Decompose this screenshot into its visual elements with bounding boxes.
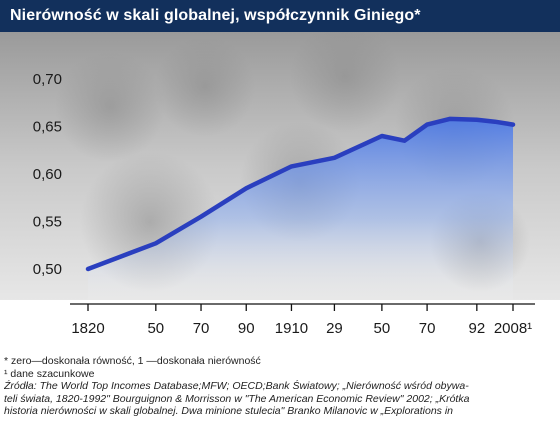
x-tick-label: 1820 [71, 320, 104, 337]
chart-title: Nierówność w skali globalnej, współczynn… [10, 7, 421, 24]
sources-line-2: teli świata, 1820-1992" Bourguignon & Mo… [4, 392, 470, 405]
x-tick-label: 90 [238, 320, 255, 337]
x-tick-label: 70 [419, 320, 436, 337]
y-tick-label: 0,70 [33, 71, 62, 88]
chart-area: 0,50 0,55 0,60 0,65 0,70 1820 50 70 90 1910 29 50 70… [0, 32, 560, 352]
x-tick-label: 70 [193, 320, 210, 337]
axis-band [0, 300, 560, 352]
background-shade [290, 32, 400, 132]
note-gini-definition: * zero—doskonała równość, 1 —doskonała n… [4, 355, 261, 367]
gini-line [85, 116, 516, 272]
note-estimated-data: ¹ dane szacunkowe [4, 367, 95, 380]
x-tick-label: 2008¹ [494, 320, 532, 337]
y-tick-label: 0,50 [33, 261, 62, 278]
gini-area [88, 118, 513, 301]
x-tick-label: 1910 [275, 320, 308, 337]
y-tick-label: 0,60 [33, 166, 62, 183]
x-tick-label: 50 [374, 320, 391, 337]
background-shade [155, 37, 255, 137]
y-tick-label: 0,55 [33, 214, 62, 231]
x-tick-label: 92 [468, 320, 485, 337]
background-shade [55, 52, 165, 162]
sources-line-3: historia nierówności w skali globalnej. … [4, 405, 454, 417]
sources-line-1: Źródła: The World Top Incomes Database;M… [4, 380, 469, 392]
chart-title-bar: Nierówność w skali globalnej, współczynn… [0, 0, 560, 32]
x-tick-label: 50 [147, 320, 164, 337]
x-tick-label: 29 [326, 320, 343, 337]
chart-notes: * zero—doskonała równość, 1 —doskonała n… [4, 355, 556, 418]
y-tick-label: 0,65 [33, 119, 62, 136]
gini-chart: 0,50 0,55 0,60 0,65 0,70 1820 50 70 90 1910 29 50 70… [0, 32, 560, 352]
